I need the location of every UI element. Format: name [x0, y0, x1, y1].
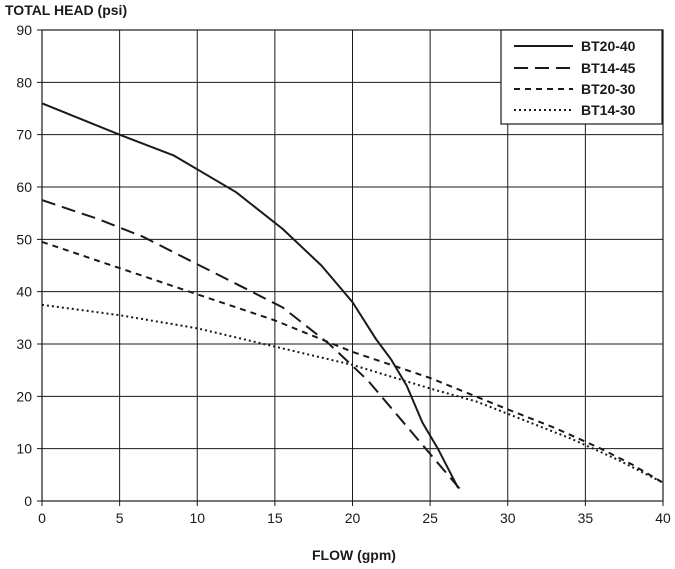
legend: BT20-40 BT14-45 BT20-30 BT14-30 [500, 29, 663, 125]
y-tick-label: 80 [16, 74, 32, 90]
y-tick-label: 90 [16, 22, 32, 38]
series-line-bt14-45 [41, 199, 462, 492]
grid [37, 29, 664, 506]
legend-label: BT14-30 [581, 102, 636, 118]
y-tick-label: 20 [16, 388, 32, 404]
legend-label: BT20-40 [581, 38, 636, 54]
series-line-bt14-30 [41, 303, 664, 484]
tick-labels: 0 5 10 15 20 25 30 35 40 0 10 20 30 40 50 60 70 80 90 [16, 22, 671, 526]
x-tick-label: 20 [345, 510, 361, 526]
x-tick-label: 0 [38, 510, 46, 526]
x-tick-label: 15 [267, 510, 283, 526]
y-tick-label: 50 [16, 231, 32, 247]
y-axis-title: TOTAL HEAD (psi) [5, 2, 127, 18]
x-tick-label: 40 [655, 510, 671, 526]
plot-area-frame [41, 29, 664, 502]
curves [41, 102, 664, 492]
y-tick-label: 60 [16, 179, 32, 195]
x-tick-label: 30 [500, 510, 516, 526]
series-line-bt20-40 [41, 102, 459, 489]
legend-label: BT20-30 [581, 81, 636, 97]
x-tick-label: 25 [422, 510, 438, 526]
y-tick-label: 40 [16, 284, 32, 300]
x-axis-title: FLOW (gpm) [312, 547, 396, 563]
y-tick-label: 10 [16, 441, 32, 457]
x-tick-label: 10 [189, 510, 205, 526]
y-tick-label: 30 [16, 336, 32, 352]
x-tick-label: 35 [578, 510, 594, 526]
x-tick-label: 5 [116, 510, 124, 526]
series-line-bt20-30 [41, 240, 664, 484]
y-tick-label: 70 [16, 127, 32, 143]
y-tick-label: 0 [24, 493, 32, 509]
legend-label: BT14-45 [581, 60, 636, 76]
